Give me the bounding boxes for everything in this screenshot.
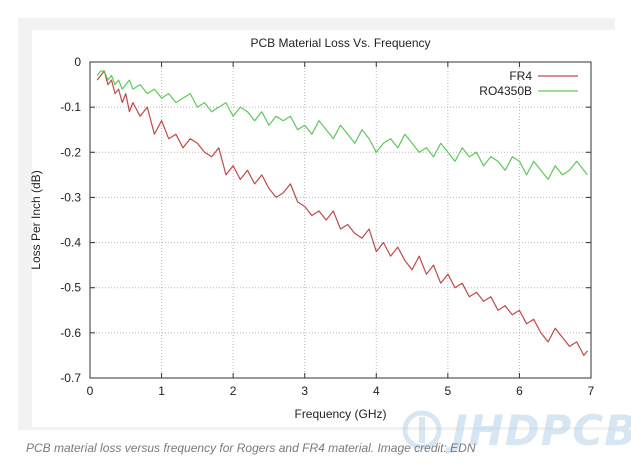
x-tick-label: 6 — [516, 384, 523, 398]
x-tick-label: 5 — [445, 384, 452, 398]
series-line-fr4 — [96, 70, 588, 356]
y-tick-label: -0.1 — [60, 100, 81, 114]
y-tick-label: -0.3 — [60, 190, 81, 204]
x-tick-label: 0 — [87, 384, 94, 398]
x-tick-label: 4 — [373, 384, 380, 398]
legend-label-fr4: FR4 — [509, 69, 532, 83]
x-tick-label: 2 — [230, 384, 237, 398]
x-tick-label: 1 — [158, 384, 165, 398]
series-line-ro4350b — [96, 70, 588, 180]
plot-area-background — [32, 30, 616, 427]
y-tick-label: -0.4 — [60, 236, 81, 250]
x-axis-label: Frequency (GHz) — [294, 407, 386, 421]
y-tick-label: -0.5 — [60, 281, 81, 295]
legend-label-ro4350b: RO4350B — [479, 84, 532, 98]
y-tick-label: 0 — [74, 55, 81, 69]
figure-caption: PCB material loss versus frequency for R… — [26, 441, 476, 455]
x-tick-label: 3 — [301, 384, 308, 398]
y-tick-label: -0.6 — [60, 326, 81, 340]
x-tick-label: 7 — [588, 384, 595, 398]
y-tick-label: -0.7 — [60, 371, 81, 385]
watermark-text: JHDPCB — [452, 405, 631, 455]
y-axis-label: Loss Per Inch (dB) — [29, 170, 43, 269]
watermark: JHDPCB — [402, 405, 631, 455]
chart-title: PCB Material Loss Vs. Frequency — [250, 36, 430, 50]
plot-border — [89, 61, 592, 379]
watermark-logo-icon — [402, 410, 442, 450]
y-tick-label: -0.2 — [60, 145, 81, 159]
